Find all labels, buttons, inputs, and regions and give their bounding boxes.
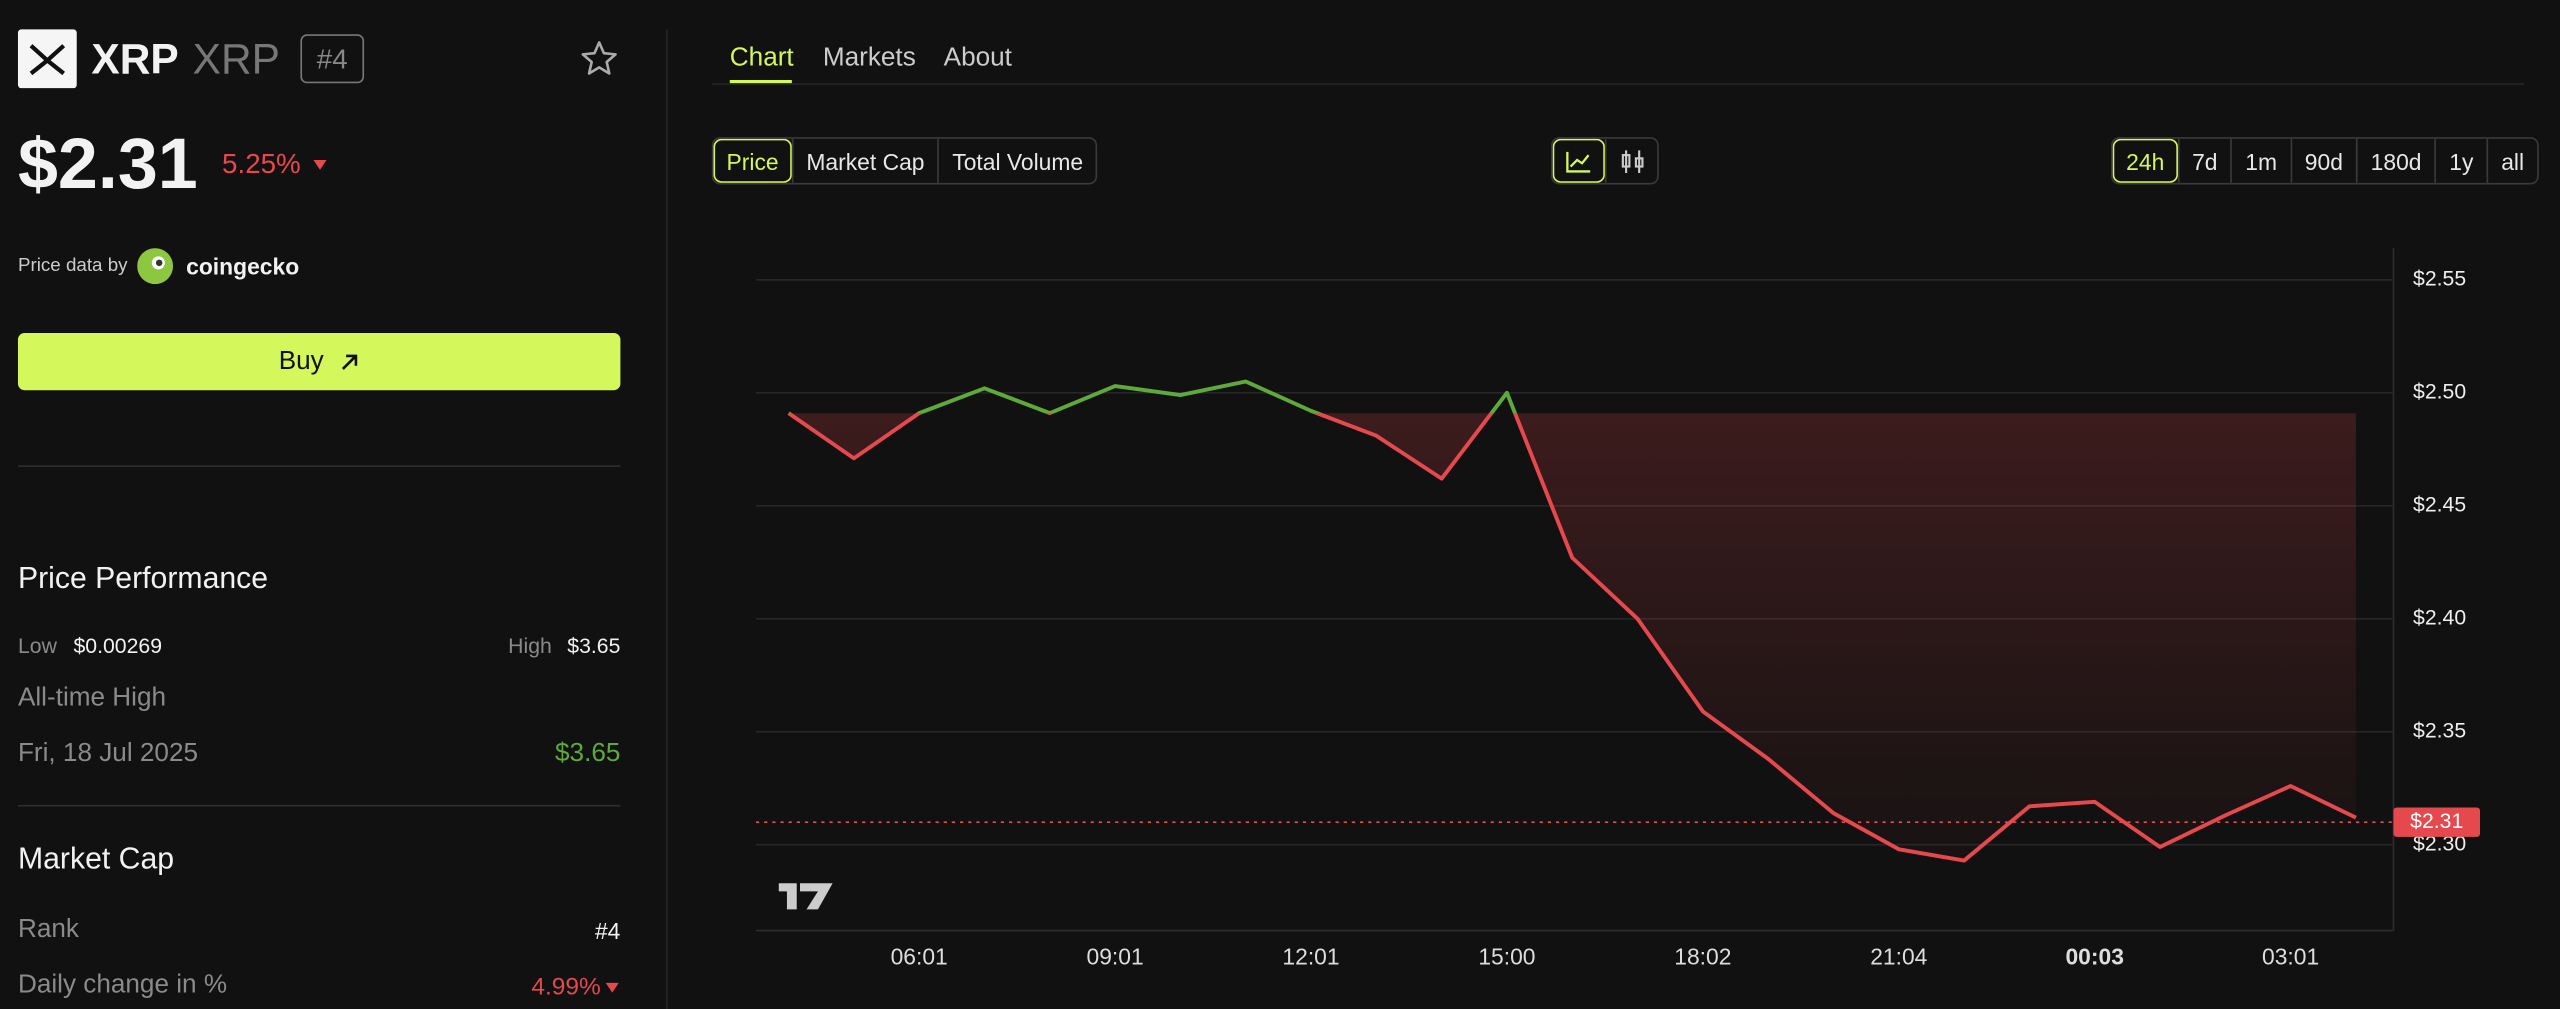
tab[interactable]: About (943, 44, 1012, 72)
logo (17, 29, 77, 89)
tab-underline (729, 80, 792, 84)
high-value: $3.65 (567, 633, 621, 658)
toggle-button[interactable]: 180d (2355, 138, 2435, 183)
y-tick-label: $2.40 (2413, 606, 2466, 629)
line-chart-button[interactable] (1552, 138, 1605, 183)
buy-arrow (342, 353, 358, 370)
section-title: Price Performance (17, 560, 269, 595)
x-tick-label: 00:03 (2065, 943, 2123, 969)
toggle-button[interactable]: Total Volume (937, 138, 1097, 183)
section-title: Market Cap (17, 840, 175, 876)
candle-chart-button[interactable] (1604, 138, 1657, 183)
toggle-button[interactable]: 7d (2177, 138, 2230, 183)
low-label: Low (17, 633, 57, 658)
ath-label: All-time High (17, 684, 167, 712)
toggle-button[interactable]: 1y (2434, 138, 2487, 183)
metric-group: Price Market Cap Total Volume (711, 137, 1098, 185)
y-tick-label: $2.35 (2413, 719, 2466, 742)
candle-icon (1620, 149, 1643, 173)
toggle-button[interactable]: 1m (2230, 138, 2291, 183)
buy-button[interactable]: Buy (17, 333, 621, 391)
rank-value: #4 (594, 917, 621, 944)
tab[interactable]: Chart (729, 44, 794, 72)
tabs-line (711, 83, 2525, 85)
x-tick-label: 18:02 (1674, 943, 1731, 969)
low-value: $0.00269 (73, 633, 163, 658)
ath-value: $3.65 (555, 739, 621, 768)
x-tick-label: 09:01 (1087, 943, 1144, 969)
price-line (787, 379, 2357, 863)
x-tick-label: 15:00 (1478, 943, 1535, 969)
rank-label: Rank (17, 915, 79, 944)
rank-badge: #4 (300, 34, 365, 84)
x-tick-label: 21:04 (1870, 943, 1927, 969)
separator (17, 804, 621, 807)
toggle-button[interactable]: 90d (2290, 138, 2356, 183)
coingecko-icon (137, 248, 174, 285)
y-tick-label: $2.30 (2413, 832, 2466, 855)
divider (666, 29, 668, 1009)
chart-style-group (1551, 137, 1659, 185)
x-tick-label: 03:01 (2262, 943, 2319, 969)
logo-icon (29, 44, 66, 76)
toggle-button[interactable]: all (2486, 138, 2538, 183)
toggle-button[interactable]: Price (713, 138, 792, 183)
price-change: 5.25% (222, 148, 301, 180)
daily-change-value: 4.99% (531, 973, 601, 1001)
x-tick-label: 06:01 (891, 943, 948, 969)
buy-label: Buy (278, 346, 324, 375)
y-tick-label: $2.50 (2413, 380, 2466, 403)
x-tick-label: 12:01 (1282, 943, 1339, 969)
toggle-button[interactable]: Market Cap (791, 138, 938, 183)
ath-date: Fri, 18 Jul 2025 (17, 739, 199, 768)
asset-name: XRP (91, 34, 179, 84)
high-label: High (508, 633, 552, 658)
daily-change-label: Daily change in % (17, 971, 228, 1000)
range-group: 24h 7d 1m 90d 180d 1y all (2111, 137, 2539, 185)
area (788, 413, 2356, 861)
favorite-star[interactable] (580, 39, 619, 78)
source-label: Price data by (17, 256, 128, 276)
source-name: coingecko (186, 253, 300, 280)
line-icon (1566, 151, 1591, 172)
price: $2.31 (17, 124, 198, 205)
tradingview-logo (778, 883, 833, 910)
current-price-tag (2393, 807, 2480, 837)
tab[interactable]: Markets (822, 44, 916, 72)
y-tick-label: $2.55 (2413, 267, 2466, 290)
separator (17, 465, 621, 467)
toggle-button[interactable]: 24h (2113, 138, 2178, 183)
y-tick-label: $2.45 (2413, 493, 2466, 516)
down-arrow (605, 982, 619, 993)
asset-symbol: XRP (192, 34, 280, 84)
current-price-label: $2.31 (2410, 810, 2463, 833)
down-arrow (313, 160, 327, 170)
